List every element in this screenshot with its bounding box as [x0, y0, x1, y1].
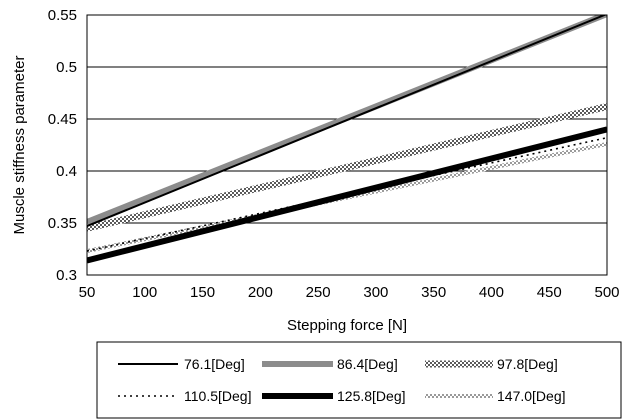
y-axis-ticks: 0.3 0.35 0.4 0.45 0.5 0.55 — [48, 7, 77, 284]
plot-area-frame — [86, 14, 608, 276]
legend-label-2: 97.8[Deg] — [497, 356, 558, 372]
x-tick-label: 200 — [248, 284, 273, 301]
series-line-4 — [87, 126, 607, 264]
y-tick-label: 0.55 — [48, 7, 77, 24]
x-axis-ticks: 50 100 150 200 250 300 350 400 450 500 — [79, 284, 620, 301]
legend-label-4: 125.8[Deg] — [337, 388, 406, 404]
series-line-2 — [87, 103, 607, 232]
series-layer — [87, 15, 607, 264]
y-tick-label: 0.45 — [48, 111, 77, 128]
x-tick-label: 100 — [132, 284, 157, 301]
x-tick-label: 50 — [79, 284, 96, 301]
legend-label-1: 86.4[Deg] — [337, 356, 398, 372]
y-tick-label: 0.35 — [48, 215, 77, 232]
y-axis-label: Muscle stiffness parameter — [11, 56, 28, 235]
x-tick-label: 450 — [537, 284, 562, 301]
x-tick-label: 400 — [479, 284, 504, 301]
legend-label-3: 110.5[Deg] — [184, 388, 251, 404]
legend-label-0: 76.1[Deg] — [184, 356, 245, 372]
x-tick-label: 250 — [306, 284, 331, 301]
legend-frame — [96, 341, 622, 419]
y-tick-label: 0.5 — [56, 59, 77, 76]
legend: 76.1[Deg] 86.4[Deg] 97.8[Deg] 110.5[Deg] 125… — [96, 341, 622, 419]
y-tick-label: 0.4 — [56, 163, 77, 180]
x-tick-label: 350 — [421, 284, 446, 301]
x-axis-label: Stepping force [N] — [287, 317, 407, 334]
x-tick-label: 150 — [190, 284, 215, 301]
y-tick-label: 0.3 — [56, 267, 77, 284]
legend-label-5: 147.0[Deg] — [497, 388, 566, 404]
x-tick-label: 500 — [594, 284, 619, 301]
series-line-0 — [87, 15, 607, 228]
x-tick-label: 300 — [363, 284, 388, 301]
